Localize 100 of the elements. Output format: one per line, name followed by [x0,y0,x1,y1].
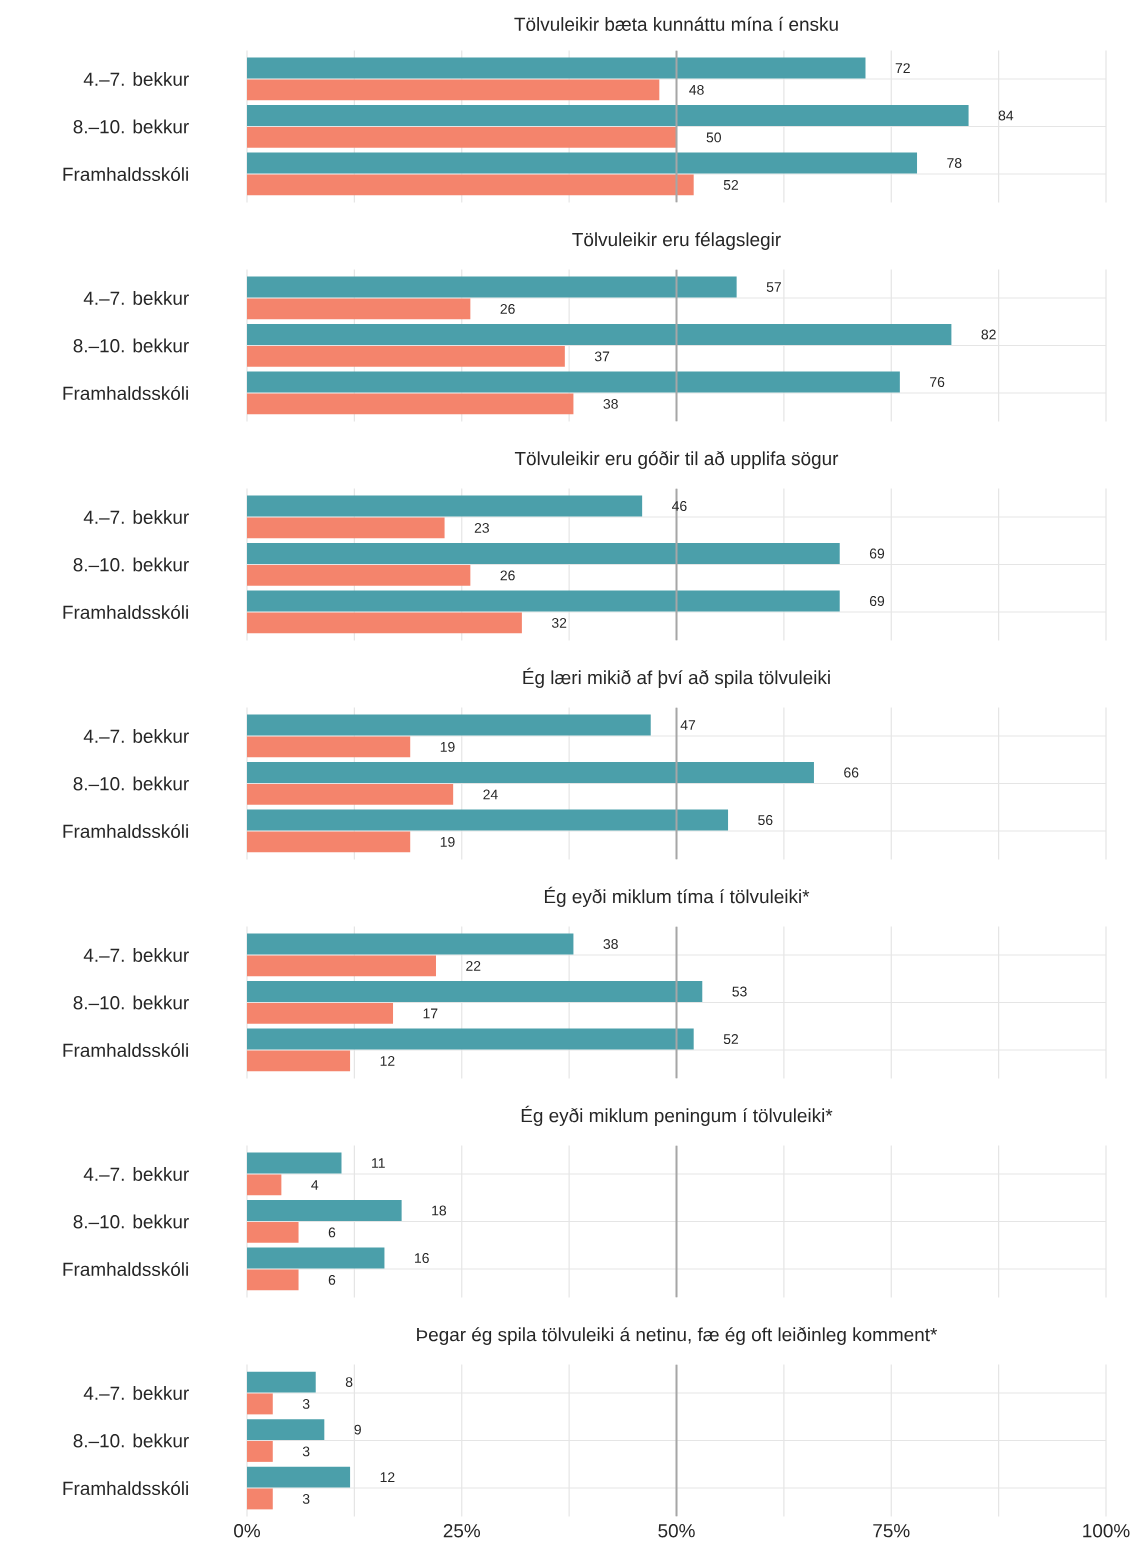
data-label: 48 [689,84,704,95]
data-label: 38 [603,939,618,950]
data-label: 9 [354,1424,361,1435]
data-label: 69 [869,548,885,559]
y-tick-label: Framhaldsskóli [63,1042,188,1058]
bar [247,933,574,955]
y-tick-label: 8.–10. bekkur [73,1214,189,1229]
data-label: 66 [844,767,859,778]
chart-title: Tölvuleikir eru góðir til að upplifa sögur [514,451,839,469]
data-label: 52 [723,179,739,190]
y-tick-label: 8.–10. bekkur [73,995,189,1010]
data-label: 32 [551,617,567,628]
y-tick-label: Framhaldsskóli [63,1480,188,1496]
y-tick-label: 4.–7. bekkur [83,291,189,305]
data-label: 22 [466,961,481,971]
data-label: 24 [483,789,498,800]
data-label: 3 [302,1398,310,1409]
y-tick-label: Framhaldsskóli [63,823,188,839]
data-label: 82 [981,329,996,340]
bar [247,105,969,127]
data-label: 84 [998,110,1014,121]
bar [247,1247,385,1269]
y-tick-label: 8.–10. bekkur [73,119,189,134]
bar [247,762,814,784]
bar [247,955,436,977]
bar [247,543,840,565]
bar [247,831,411,853]
chart-title: Ég læri mikið af því að spila tölvuleiki [523,667,830,688]
bar [247,1152,342,1174]
bar [247,393,574,415]
data-label: 26 [500,570,515,581]
data-label: 17 [423,1008,438,1019]
chart-title: Ég eyði miklum tíma í tölvuleiki* [544,886,810,907]
y-tick-label: 8.–10. bekkur [73,557,189,572]
data-label: 47 [680,720,696,730]
bar [247,783,454,805]
bar [247,809,729,831]
x-tick-label: 50% [658,1524,695,1538]
data-label: 16 [415,1253,429,1264]
bar [247,1174,282,1196]
data-label: 56 [758,815,773,826]
data-label: 18 [432,1205,447,1216]
bar [247,371,900,393]
data-label: 11 [372,1158,385,1168]
data-label: 3 [302,1446,310,1457]
bar [247,1002,394,1024]
data-label: 69 [869,596,885,607]
bar [247,152,918,174]
chart-title: Tölvuleikir bæta kunnáttu mína í ensku [514,16,838,31]
y-tick-label: 4.–7. bekkur [83,1386,189,1400]
data-label: 19 [440,741,455,752]
y-tick-label: 4.–7. bekkur [83,948,189,962]
chart-title: Ég eyði miklum peningum í tölvuleiki* [521,1105,833,1126]
data-label: 23 [474,522,489,533]
y-tick-label: Framhaldsskóli [63,1261,188,1277]
bar [247,1269,299,1291]
bar [247,495,643,517]
y-tick-label: 4.–7. bekkur [83,72,189,86]
bar [247,736,411,758]
data-label: 50 [706,132,721,143]
data-label: 53 [732,986,747,997]
chart-title: Tölvuleikir eru félagslegir [572,232,781,250]
bar [247,564,471,586]
data-label: 6 [328,1227,336,1238]
bar [247,1200,402,1222]
data-label: 26 [500,303,515,314]
y-tick-label: Framhaldsskóli [63,166,188,182]
bar [247,590,840,612]
bar [247,126,677,148]
x-tick-label: 75% [873,1524,910,1538]
data-label: 38 [603,398,618,409]
bar [247,324,952,346]
x-tick-label: 25% [443,1524,481,1538]
bar [247,57,866,79]
y-tick-label: Framhaldsskóli [63,385,188,401]
data-label: 6 [328,1274,336,1285]
data-label: 19 [440,836,455,847]
data-label: 76 [930,377,945,387]
bar [247,79,660,101]
bar [247,1028,694,1050]
y-tick-label: 8.–10. bekkur [73,776,189,791]
bar [247,517,445,539]
data-label: 52 [723,1034,739,1045]
bar [247,1221,299,1243]
data-label: 8 [345,1377,353,1388]
data-label: 3 [302,1493,310,1504]
y-tick-label: 4.–7. bekkur [83,510,189,524]
bar [247,276,737,298]
bar [247,298,471,320]
bar [247,1050,351,1072]
bar [247,174,694,196]
data-label: 78 [947,158,962,168]
y-tick-label: Framhaldsskóli [63,604,188,620]
bar [247,612,522,634]
x-tick-label: 0% [234,1524,260,1538]
bar [247,345,565,367]
y-tick-label: 8.–10. bekkur [73,338,189,353]
data-label: 72 [895,63,910,73]
data-label: 12 [380,1472,395,1482]
data-label: 12 [380,1056,395,1066]
